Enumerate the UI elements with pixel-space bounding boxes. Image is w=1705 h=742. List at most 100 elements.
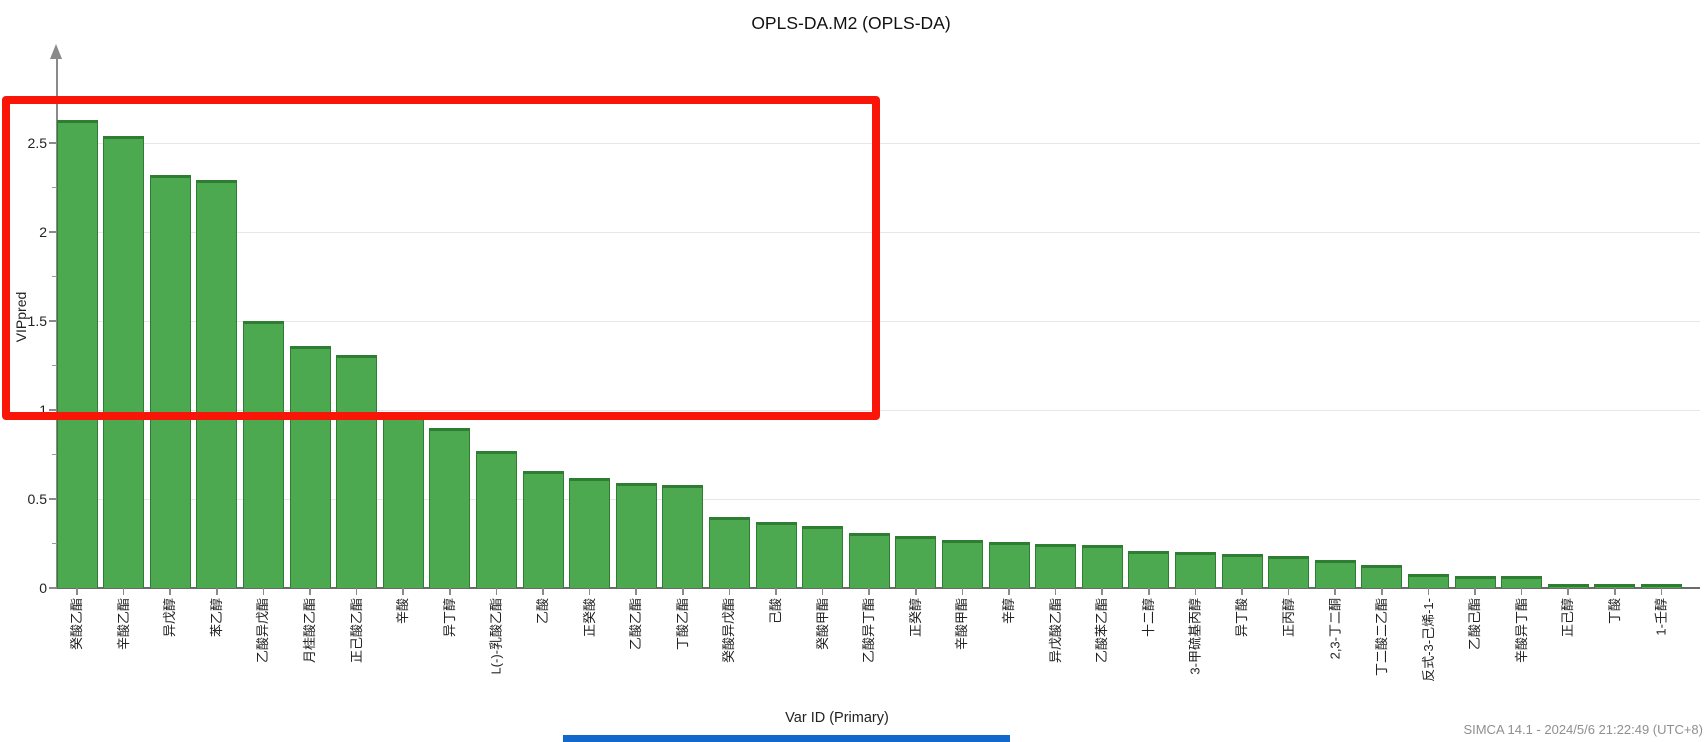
gridline: [57, 143, 1700, 144]
y-major-tick: [49, 409, 57, 411]
vip-bar[interactable]: [1314, 559, 1356, 588]
vip-bar[interactable]: [615, 482, 657, 588]
x-tick: [1427, 588, 1430, 595]
x-tick: [1520, 588, 1523, 595]
vip-bar[interactable]: [336, 354, 378, 588]
x-tick: [868, 588, 870, 595]
y-minor-tick: [52, 542, 57, 545]
vip-bar[interactable]: [1640, 584, 1682, 588]
y-axis-arrow-icon: [50, 44, 62, 59]
vip-bar[interactable]: [1035, 543, 1077, 588]
x-category-label: 乙酸己酯: [1467, 598, 1482, 651]
vip-bar[interactable]: [382, 413, 424, 588]
vip-bar[interactable]: [755, 522, 797, 588]
x-category-label: 乙酸苯乙酯: [1094, 598, 1110, 664]
x-category-label: 辛酸: [395, 598, 411, 625]
vip-bar[interactable]: [56, 119, 98, 588]
vip-bar[interactable]: [1361, 564, 1403, 588]
x-tick: [728, 588, 731, 595]
footer-version-timestamp: SIMCA 14.1 - 2024/5/6 21:22:49 (UTC+8): [1463, 722, 1703, 737]
x-category-label: 反式-3-己烯-1-: [1420, 598, 1436, 682]
vip-bar[interactable]: [196, 180, 238, 588]
y-minor-tick: [52, 453, 57, 456]
x-tick: [1334, 588, 1336, 595]
y-major-tick: [49, 498, 57, 500]
x-category-label: 丁二酸二乙酯: [1373, 598, 1389, 677]
y-tick-label: 1.5: [27, 313, 47, 329]
x-tick: [1241, 588, 1243, 595]
vip-bar[interactable]: [569, 477, 611, 588]
x-tick: [1194, 588, 1197, 595]
x-tick: [542, 588, 544, 595]
vip-bar[interactable]: [103, 135, 145, 588]
y-axis-title: VIPpred: [13, 291, 29, 343]
x-tick: [1148, 588, 1150, 595]
vip-bar[interactable]: [1547, 584, 1589, 588]
x-tick: [682, 588, 684, 595]
vip-bar[interactable]: [662, 484, 704, 588]
x-category-label: 丁酸: [1606, 598, 1622, 625]
vip-bar[interactable]: [708, 516, 750, 588]
vip-bar[interactable]: [1174, 552, 1216, 588]
x-category-label: 乙酸乙酯: [628, 598, 644, 651]
y-tick-label: 0.5: [27, 491, 47, 507]
x-tick: [1381, 588, 1383, 595]
x-category-label: 癸酸异戊酯: [721, 598, 737, 664]
vip-bar[interactable]: [1128, 550, 1170, 588]
vip-bar[interactable]: [1221, 554, 1263, 588]
x-category-label: 正丙醇: [1280, 598, 1296, 638]
x-tick: [449, 588, 451, 595]
vip-bar[interactable]: [1454, 575, 1496, 588]
y-minor-tick: [52, 364, 57, 367]
vip-bar[interactable]: [429, 427, 471, 588]
x-axis-title: Var ID (Primary): [785, 710, 889, 726]
x-tick: [635, 588, 637, 595]
x-category-label: 正己醇: [1560, 598, 1576, 638]
vip-bar[interactable]: [1407, 573, 1449, 588]
x-category-label: 乙酸异戊酯: [255, 598, 271, 664]
gridline: [57, 321, 1700, 322]
x-category-label: 癸酸甲酯: [814, 598, 830, 651]
vip-bar[interactable]: [941, 539, 983, 588]
vip-bar[interactable]: [242, 321, 284, 588]
x-category-label: 己酸: [768, 598, 783, 625]
y-minor-tick: [52, 275, 57, 278]
x-tick: [402, 588, 404, 595]
vip-bar[interactable]: [802, 525, 844, 588]
x-tick: [309, 588, 311, 595]
x-category-label: 癸酸乙酯: [69, 598, 84, 651]
vip-bar[interactable]: [475, 450, 517, 588]
vip-bar[interactable]: [848, 532, 890, 588]
vip-bar[interactable]: [1268, 555, 1310, 588]
vip-bar[interactable]: [522, 470, 564, 588]
x-category-label: 异戊醇: [162, 598, 178, 638]
vip-bar[interactable]: [289, 345, 331, 588]
x-tick: [1614, 588, 1616, 595]
y-major-tick: [49, 142, 57, 144]
x-tick: [1008, 588, 1010, 595]
vip-bar[interactable]: [1081, 545, 1123, 588]
y-tick-label: 2.5: [27, 135, 47, 151]
y-major-tick: [49, 587, 57, 589]
x-category-label: 辛酸甲酯: [954, 598, 970, 651]
vip-bar[interactable]: [988, 541, 1030, 588]
vip-bar[interactable]: [149, 175, 191, 588]
x-category-label: 2,3-丁二酮: [1327, 598, 1343, 660]
x-tick: [1287, 588, 1290, 595]
vip-bar[interactable]: [1501, 575, 1543, 588]
x-category-label: 异丁醇: [441, 598, 457, 638]
vip-bar[interactable]: [895, 536, 937, 588]
x-category-label: 异丁酸: [1234, 598, 1249, 638]
gridline: [57, 232, 1700, 233]
x-category-label: 十二醇: [1140, 598, 1156, 638]
x-tick: [915, 588, 917, 595]
x-category-label: 正己酸乙酯: [348, 598, 364, 664]
x-tick: [1660, 588, 1663, 595]
x-tick: [821, 588, 824, 595]
vip-bar[interactable]: [1594, 584, 1636, 588]
x-tick: [495, 588, 498, 595]
gridline: [57, 499, 1700, 500]
x-category-label: 丁酸乙酯: [674, 598, 690, 651]
x-category-label: 乙酸: [535, 598, 550, 625]
